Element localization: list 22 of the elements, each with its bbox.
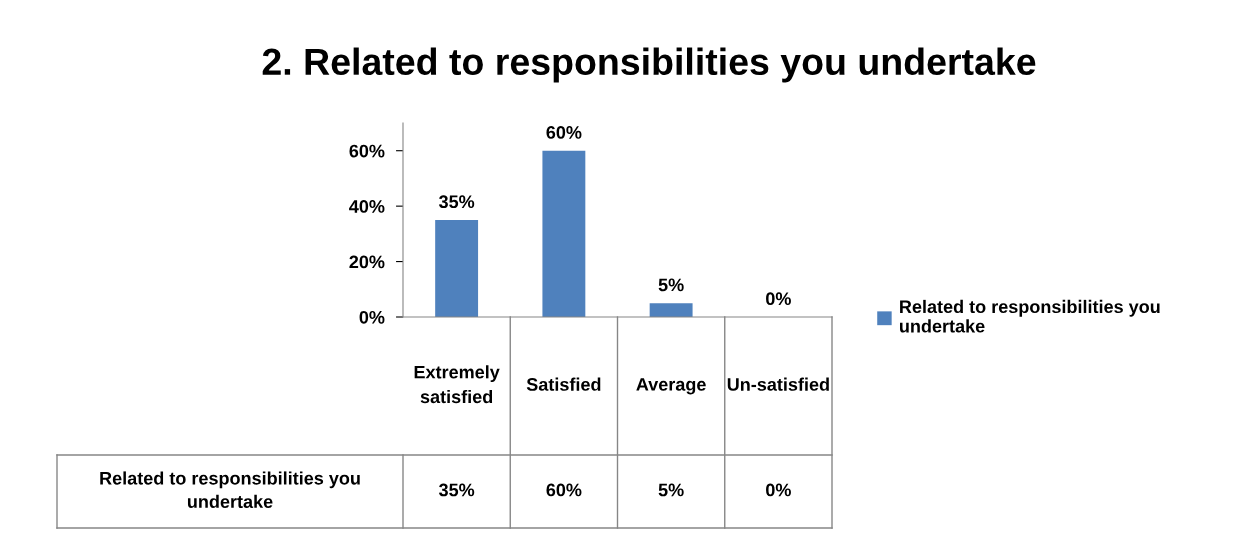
data-label: 35%: [438, 483, 475, 497]
bar: [542, 150, 586, 317]
x-tick-label: Un-satisfied: [727, 377, 829, 391]
bar: [649, 303, 693, 317]
bar: [435, 220, 479, 317]
x-tick-label: Average: [636, 378, 706, 395]
y-tick-label: 60%: [349, 144, 385, 158]
data-label: 5%: [658, 483, 684, 497]
data-label: 60%: [546, 483, 582, 497]
y-tick-label: 20%: [349, 255, 385, 269]
text: 35%: [438, 195, 475, 209]
text: Related to responsibilities you undertake: [100, 471, 360, 509]
data-label: 0%: [766, 483, 791, 497]
legend-label: Related to responsibilities you undertake: [900, 299, 1160, 333]
x-tick-label: Extremely satisfied: [414, 365, 500, 404]
text: 5%: [658, 278, 684, 292]
text: 60%: [546, 126, 582, 139]
text: 0%: [766, 292, 791, 306]
y-tick-label: 0%: [359, 310, 385, 324]
chart-title: 2. Related to responsibilities you undertake: [262, 47, 1036, 83]
x-tick-label: Satisfied: [526, 377, 601, 391]
y-tick-label: 40%: [349, 200, 385, 213]
